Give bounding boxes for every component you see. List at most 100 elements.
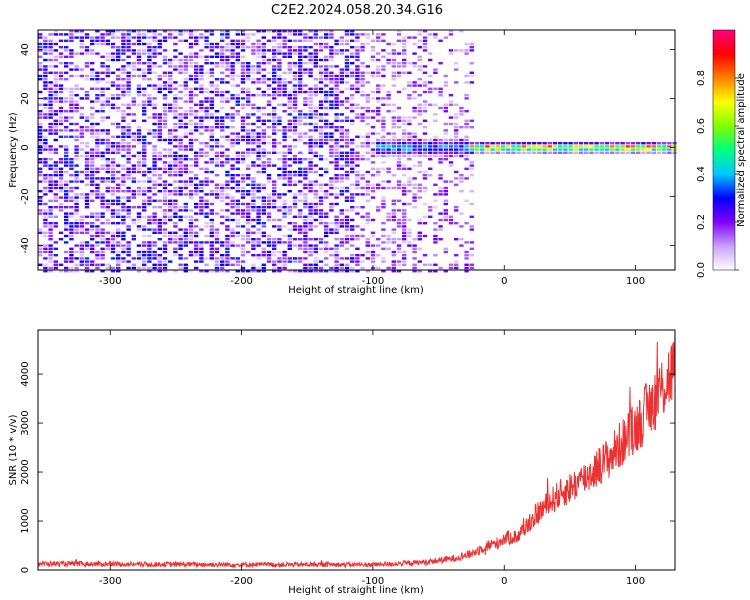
spectrogram-cell	[287, 238, 292, 241]
spectrogram-cell	[136, 58, 142, 62]
spectrogram-cell	[386, 148, 391, 151]
spectrogram-cell	[313, 106, 318, 110]
spectrogram-cell	[303, 231, 308, 234]
spectrogram-cell	[188, 110, 194, 113]
spectrogram-cell	[365, 42, 370, 46]
spectrogram-cell	[188, 65, 194, 68]
spectrogram-cell	[298, 110, 303, 113]
spectrogram-cell	[147, 78, 152, 81]
spectrogram-cell	[162, 183, 168, 186]
spectrogram-cell	[48, 183, 53, 186]
spectrogram-cell	[240, 129, 246, 132]
spectrogram-cell	[209, 244, 214, 247]
spectrogram-cell	[329, 55, 334, 58]
spectrogram-cell	[324, 215, 329, 218]
spectrogram-cell	[188, 106, 194, 110]
spectrogram-cell	[454, 260, 459, 263]
spectrogram-cell	[370, 49, 376, 52]
spectrogram-cell	[594, 142, 599, 145]
spectrogram-cell	[204, 126, 209, 129]
spectrogram-cell	[350, 106, 355, 110]
spectrogram-cell	[350, 52, 355, 55]
spectrogram-cell	[334, 39, 339, 42]
spectrogram-cell	[422, 71, 428, 74]
spectrogram-cell	[433, 145, 438, 148]
spectrogram-cell	[53, 100, 58, 103]
spectrogram-cell	[355, 49, 360, 52]
spectrogram-cell	[126, 215, 131, 218]
spectrogram-cell	[313, 266, 318, 270]
spectrogram-cell	[38, 33, 43, 36]
spectrogram-cell	[370, 74, 376, 78]
spectrogram-cell	[100, 167, 105, 170]
spectrogram-cell	[199, 180, 204, 183]
spectrogram-cell	[105, 145, 110, 148]
spectrogram-cell	[240, 190, 246, 193]
spectrogram-cell	[162, 116, 168, 119]
spectrogram-cell	[64, 55, 69, 58]
spectrogram-cell	[188, 119, 194, 122]
spectrogram-cell	[95, 30, 100, 33]
spectrogram-cell	[204, 199, 209, 202]
spectrogram-cell	[599, 148, 604, 151]
spectrogram-cell	[220, 254, 225, 257]
spectrogram-cell	[350, 154, 355, 158]
spectrogram-cell	[220, 33, 225, 36]
spectrogram-cell	[69, 174, 74, 177]
spectrogram-cell	[443, 151, 448, 154]
spectrogram-cell	[183, 231, 188, 234]
spectrogram-cell	[162, 110, 168, 113]
spectrogram-cell	[48, 129, 53, 132]
spectrogram-cell	[417, 231, 422, 234]
spectrogram-cell	[261, 266, 266, 270]
spectrogram-cell	[58, 238, 64, 241]
spectrogram-cell	[152, 183, 157, 186]
spectrogram-cell	[402, 62, 407, 65]
spectrogram-cell	[194, 36, 199, 39]
spectrogram-cell	[339, 190, 344, 193]
spectrogram-cell	[110, 215, 116, 218]
spectrogram-cell	[292, 199, 298, 202]
spectrogram-cell	[121, 154, 126, 158]
spectrogram-cell	[162, 241, 168, 244]
spectrogram-cell	[360, 81, 365, 84]
spectrogram-cell	[339, 36, 344, 39]
spectrogram-cell	[256, 71, 261, 74]
spectrogram-cell	[308, 103, 313, 106]
spectrogram-cell	[532, 148, 537, 151]
spectrogram-cell	[105, 238, 110, 241]
spectrogram-cell	[339, 119, 344, 122]
spectrogram-cell	[136, 55, 142, 58]
spectrogram-cell	[110, 71, 116, 74]
spectrogram-cell	[443, 74, 448, 78]
spectrogram-cell	[147, 180, 152, 183]
spectrogram-cell	[183, 263, 188, 266]
spectrogram-cell	[162, 231, 168, 234]
spectrogram-cell	[246, 234, 251, 238]
spectrogram-cell	[303, 270, 308, 273]
spectrogram-cell	[136, 212, 142, 215]
spectrogram-cell	[225, 186, 230, 190]
spectrogram-cell	[162, 81, 168, 84]
spectrogram-cell	[303, 222, 308, 225]
spectrogram-cell	[64, 266, 69, 270]
spectrogram-cell	[292, 158, 298, 161]
spectrogram-cell	[79, 196, 84, 199]
spectrogram-cell	[136, 94, 142, 97]
spectrogram-cell	[147, 170, 152, 174]
spectrogram-cell	[121, 84, 126, 87]
spectrogram-cell	[417, 30, 422, 33]
spectrogram-cell	[344, 71, 350, 74]
spectrogram-cell	[121, 46, 126, 49]
spectrogram-cell	[324, 193, 329, 196]
spectrogram-cell	[334, 49, 339, 52]
spectrogram-cell	[256, 81, 261, 84]
spectrogram-cell	[454, 266, 459, 270]
spectrogram-cell	[292, 129, 298, 132]
spectrogram-cell	[100, 154, 105, 158]
spectrogram-cell	[422, 148, 428, 151]
spectrogram-cell	[110, 84, 116, 87]
spectrogram-cell	[53, 132, 58, 135]
spectrogram-cell	[121, 36, 126, 39]
spectrogram-cell	[459, 49, 464, 52]
